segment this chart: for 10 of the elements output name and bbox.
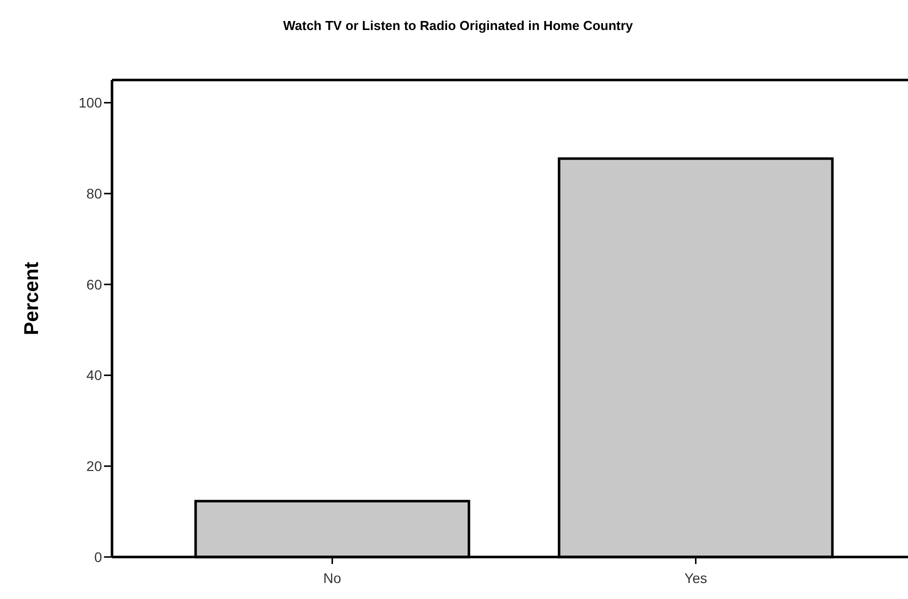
y-tick-label: 0 <box>94 548 102 565</box>
y-tick-label: 20 <box>86 458 102 474</box>
y-tick-label: 40 <box>86 367 102 384</box>
x-tick-label: Yes <box>684 570 708 586</box>
chart-title: Watch TV or Listen to Radio Originated in Home Country <box>283 18 634 33</box>
y-tick-label: 100 <box>78 94 102 111</box>
y-axis-title: Percent <box>21 261 43 336</box>
y-tick-label: 80 <box>86 185 102 202</box>
y-tick-label: 60 <box>86 276 102 292</box>
x-tick-label: No <box>323 570 342 586</box>
